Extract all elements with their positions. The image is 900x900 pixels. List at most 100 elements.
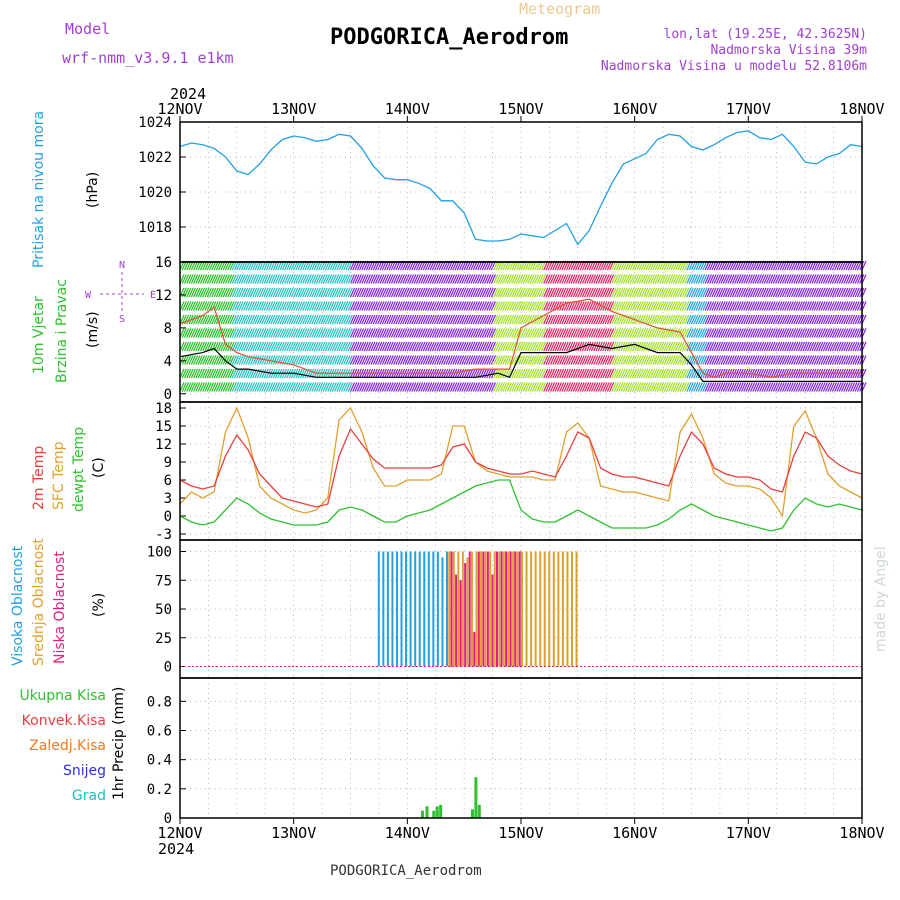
cloud-bar: [521, 551, 523, 667]
wind-barb: [181, 382, 187, 392]
wind-barb: [795, 355, 801, 365]
wind-barb: [245, 341, 251, 352]
wind-barb: [720, 382, 726, 392]
wind-barb: [770, 368, 776, 379]
wind-barb: [809, 341, 815, 352]
wind-barb: [534, 368, 540, 379]
wind-barb: [279, 287, 285, 298]
wind-barb: [338, 274, 344, 284]
wind-barb: [272, 341, 278, 352]
wind-barb: [245, 328, 251, 338]
wind-barb: [299, 301, 306, 311]
wind-barb: [761, 314, 767, 325]
wind-barb: [345, 287, 351, 298]
wind-barb: [584, 301, 590, 311]
wind-barb: [815, 287, 822, 298]
wind-barb: [852, 301, 858, 311]
wind-barb: [445, 301, 451, 311]
y-tick-label: 0: [164, 509, 172, 525]
cloud-bar: [530, 551, 533, 667]
wind-barb: [640, 382, 647, 392]
wind-barb: [838, 287, 844, 298]
wind-barb: [295, 274, 301, 284]
x-tick-label-bottom: 17NOV: [726, 824, 771, 842]
wind-barb: [388, 328, 394, 338]
wind-barb: [415, 355, 421, 365]
wind-barb: [811, 314, 817, 325]
wind-barb: [384, 382, 390, 392]
wind-barb: [502, 328, 508, 338]
wind-barb: [252, 382, 258, 392]
wind-barb: [190, 274, 196, 284]
x-tick-label-bottom: 13NOV: [271, 824, 316, 842]
wind-barb: [738, 314, 744, 325]
wind-barb: [495, 287, 501, 298]
wind-barb: [613, 328, 619, 338]
wind-barb: [629, 314, 635, 325]
wind-barb: [604, 341, 610, 352]
wind-barb: [818, 328, 824, 338]
wind-barb: [529, 301, 535, 311]
wind-barb: [765, 382, 772, 392]
wind-barb: [415, 287, 421, 298]
wind-barb: [206, 355, 212, 365]
wind-barb: [297, 314, 303, 325]
wind-barb: [813, 287, 819, 298]
wind-barb: [418, 301, 424, 311]
wind-barb: [372, 341, 378, 352]
wind-barb: [393, 382, 399, 392]
wind-barb: [472, 301, 478, 311]
wind-barb: [240, 382, 246, 392]
wind-barb: [329, 301, 335, 311]
wind-barb: [756, 287, 762, 298]
wind-barb: [261, 382, 267, 392]
wind-barb: [561, 328, 567, 338]
wind-barb: [586, 341, 592, 352]
wind-barb: [734, 314, 740, 325]
wind-barb: [838, 328, 844, 338]
wind-barb: [431, 274, 437, 284]
wind-barb: [790, 382, 797, 392]
wind-barb: [515, 314, 522, 325]
wind-barb: [654, 328, 660, 338]
wind-barb: [459, 328, 465, 338]
wind-barb: [422, 341, 428, 352]
wind-barb: [181, 341, 187, 352]
wind-barb: [552, 368, 558, 379]
y-tick-label: 4: [164, 354, 172, 370]
wind-barb: [734, 341, 740, 352]
wind-barb: [277, 314, 283, 325]
wind-barb: [204, 287, 210, 298]
wind-barb: [293, 314, 299, 325]
wind-barb: [652, 287, 658, 298]
wind-barb: [568, 301, 574, 311]
wind-barb: [756, 355, 762, 365]
wind-barb: [234, 341, 240, 352]
wind-barb: [713, 274, 719, 284]
wind-barb: [811, 382, 817, 392]
wind-barb: [399, 341, 406, 352]
wind-barb: [736, 301, 742, 311]
wind-barb: [309, 314, 315, 325]
wind-barb: [770, 382, 776, 392]
wind-barb: [856, 355, 863, 365]
wind-barb: [452, 355, 458, 365]
wind-barb: [693, 341, 699, 352]
wind-barb: [465, 341, 471, 352]
wind-barb: [363, 314, 369, 325]
wind-barb: [195, 382, 201, 392]
wind-barb: [338, 301, 344, 311]
wind-barb: [595, 274, 601, 284]
wind-barb: [443, 341, 449, 352]
wind-barb: [706, 368, 712, 379]
wind-barb: [613, 287, 619, 298]
wind-barb: [359, 382, 365, 392]
wind-barb: [224, 355, 231, 365]
wind-barb: [520, 355, 526, 365]
wind-barb: [713, 328, 719, 338]
wind-barb: [729, 382, 735, 392]
wind-barb: [406, 287, 412, 298]
wind-barb: [552, 328, 558, 338]
wind-barb: [402, 382, 408, 392]
wind-barb: [186, 328, 192, 338]
